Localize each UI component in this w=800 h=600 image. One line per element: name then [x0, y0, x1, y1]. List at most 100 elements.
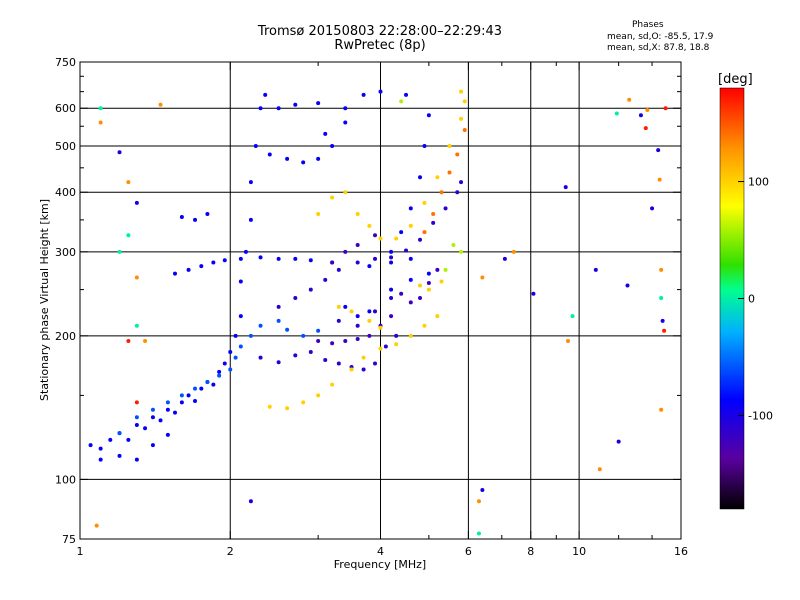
data-point [126, 233, 131, 238]
data-point [336, 267, 341, 272]
data-point [480, 488, 485, 493]
data-point [349, 309, 354, 314]
data-point [439, 190, 444, 195]
x-tick-label: 1 [77, 545, 84, 558]
data-point [373, 361, 378, 366]
data-point [389, 249, 394, 254]
data-point [263, 92, 268, 97]
data-point [301, 400, 306, 405]
data-point [431, 220, 436, 225]
data-point [158, 102, 163, 107]
data-point [330, 260, 335, 265]
y-tick-label: 75 [62, 533, 76, 546]
data-point [367, 333, 372, 338]
data-point [211, 382, 216, 387]
data-point [408, 223, 413, 228]
colorbar-label: [deg] [718, 72, 753, 87]
data-point [389, 287, 394, 292]
data-point [98, 446, 103, 451]
data-point [217, 373, 222, 378]
data-point [165, 400, 170, 405]
data-point [404, 92, 409, 97]
data-point [301, 160, 306, 165]
data-point [394, 333, 399, 338]
data-point [238, 279, 243, 284]
colorbar-ticks: 100 0 -100 [738, 176, 773, 422]
data-point [98, 120, 103, 125]
data-point [443, 267, 448, 272]
y-tick-label: 750 [55, 56, 76, 69]
data-point [336, 318, 341, 323]
chart-title: Tromsø 20150803 22:28:00–22:29:43 [257, 24, 503, 39]
phase-stats-title: Phases [632, 20, 664, 30]
data-point [408, 300, 413, 305]
data-point [165, 407, 170, 412]
data-point [323, 277, 328, 282]
data-point [276, 256, 281, 261]
data-point [455, 152, 460, 157]
data-point [158, 418, 163, 423]
data-point [343, 249, 348, 254]
data-point [276, 106, 281, 111]
data-point [659, 296, 664, 301]
data-point [308, 258, 313, 263]
data-point [373, 309, 378, 314]
colorbar-tick-label: 0 [748, 293, 755, 306]
data-point [447, 170, 452, 175]
x-tick-label: 4 [377, 545, 384, 558]
data-point [638, 113, 643, 118]
data-point [645, 107, 650, 112]
data-point [355, 314, 360, 319]
data-point [355, 212, 360, 217]
data-point [186, 393, 191, 398]
data-point [476, 531, 481, 536]
data-point [276, 318, 281, 323]
data-point [383, 344, 388, 349]
data-point [625, 283, 630, 288]
data-point [373, 233, 378, 238]
data-point [211, 260, 216, 265]
data-point [418, 237, 423, 242]
y-axis-tick-labels: 75 100 200 300 400 500 600 750 [55, 56, 76, 546]
data-point [399, 99, 404, 104]
data-point [614, 111, 619, 116]
data-point [117, 249, 122, 254]
data-point [355, 336, 360, 341]
data-point [293, 256, 298, 261]
data-point [238, 314, 243, 319]
data-point [343, 339, 348, 344]
data-point [650, 206, 655, 211]
data-point [293, 102, 298, 107]
data-point [361, 355, 366, 360]
data-point [643, 126, 648, 131]
data-point [301, 333, 306, 338]
data-point [217, 369, 222, 374]
data-point [150, 407, 155, 412]
data-point [205, 212, 210, 217]
data-point [126, 180, 131, 185]
data-point [566, 339, 571, 344]
data-point [293, 296, 298, 301]
data-point [422, 323, 427, 328]
data-point [193, 399, 198, 404]
data-point [563, 185, 568, 190]
data-point [656, 148, 661, 153]
data-point [134, 275, 139, 280]
data-point [126, 339, 131, 344]
data-point [330, 195, 335, 200]
data-point [316, 328, 321, 333]
data-point [248, 217, 253, 222]
data-point [233, 333, 238, 338]
data-point [126, 437, 131, 442]
data-point [435, 314, 440, 319]
data-point [88, 443, 93, 448]
chart-subtitle: RwPretec (8p) [334, 38, 426, 53]
colorbar-tick-label: -100 [748, 409, 773, 422]
data-point [443, 206, 448, 211]
data-point [172, 410, 177, 415]
data-point [248, 499, 253, 504]
data-point [134, 457, 139, 462]
data-point [343, 304, 348, 309]
data-point [418, 283, 423, 288]
data-point [355, 243, 360, 248]
